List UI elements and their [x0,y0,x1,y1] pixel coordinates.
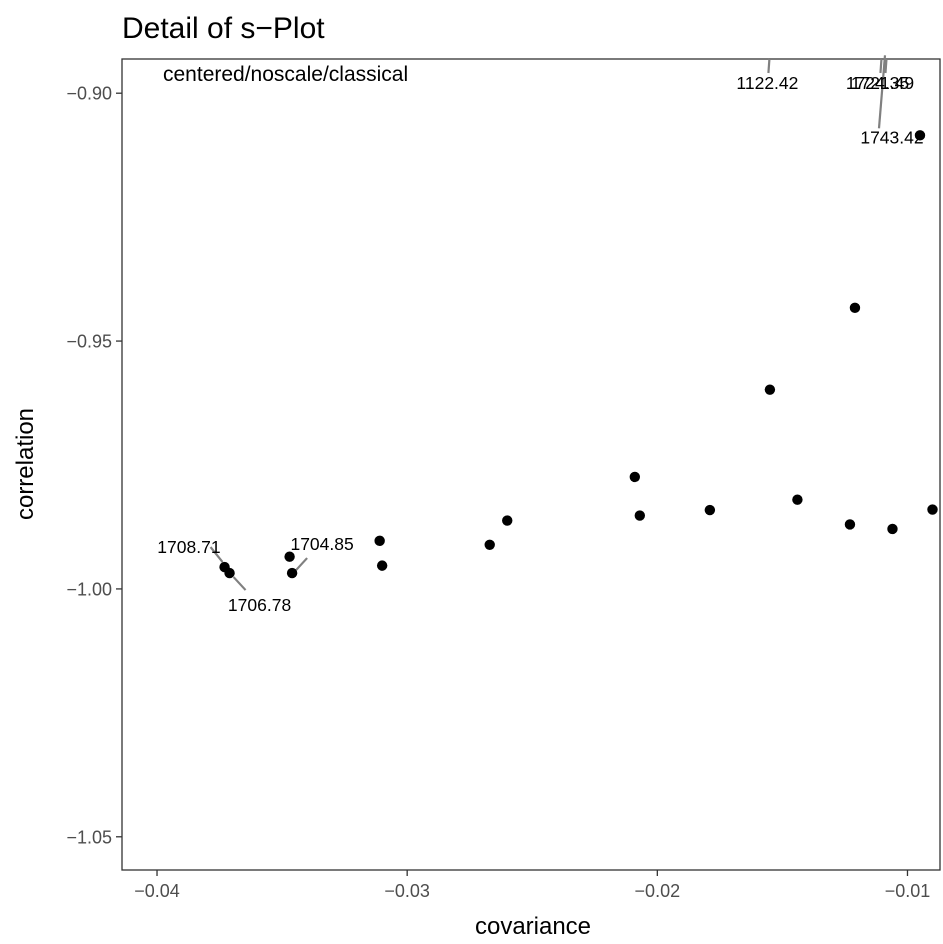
label-leader-line [767,58,771,74]
label-leader-line [209,546,224,563]
data-point [284,551,295,562]
data-point [849,302,861,314]
data-point [844,519,856,530]
data-point [704,504,716,516]
label-leader-line [232,576,247,591]
data-point [374,535,385,547]
x-tick-label: −0.03 [384,881,430,901]
label-leader-lines [209,55,888,591]
point-label: 1704.85 [290,534,353,554]
y-axis-title: correlation [12,408,39,520]
label-leader-line [295,557,308,571]
data-point [629,471,641,483]
point-label: 1743.42 [860,127,923,147]
y-tick-label: −0.95 [66,332,112,352]
y-tick-label: −1.05 [66,827,112,847]
data-point [502,515,513,526]
x-tick-label: −0.01 [885,881,931,901]
data-point [914,130,926,141]
x-tick-label: −0.04 [134,881,180,901]
y-axis-ticks: −0.90 −0.95 −1.00 −1.05 [66,84,122,847]
data-point [224,567,235,579]
x-axis-ticks: −0.04 −0.03 −0.02 −0.01 [134,870,930,901]
y-tick-label: −0.90 [66,84,112,104]
data-points [219,130,938,579]
point-label: 1122.42 [736,73,798,93]
point-label: 1706.78 [228,595,291,615]
chart-title: Detail of s−Plot [122,12,325,45]
label-leader-line [879,58,883,74]
plot-annotation: centered/noscale/classical [163,63,408,86]
x-tick-label: −0.02 [635,881,681,901]
point-label: 1708.71 [157,537,220,557]
y-tick-label: −1.00 [66,579,112,599]
point-label: 1721.49 [851,73,914,93]
point-label: 1724.35 [846,73,909,93]
data-point [792,494,803,505]
data-point [634,510,646,521]
data-point [927,504,938,515]
data-point [484,539,495,551]
data-point [376,560,388,571]
x-axis-title: covariance [475,913,591,940]
label-leader-line [877,55,887,129]
data-point [764,384,776,395]
data-point [887,523,898,535]
plot-panel [121,58,941,871]
label-leader-line [884,58,888,74]
point-labels: 1708.71 1706.78 1704.85 1122.42 1724.351721.… [157,73,923,615]
data-point [286,567,298,579]
